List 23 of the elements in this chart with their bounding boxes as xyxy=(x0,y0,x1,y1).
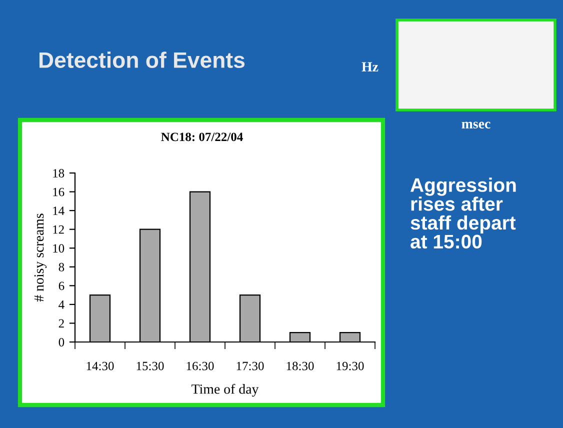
y-tick-label: 2 xyxy=(58,319,64,328)
y-tick-label: 6 xyxy=(58,282,64,290)
y-axis-title: # noisy screams xyxy=(34,214,47,302)
x-tick-label: 15:30 xyxy=(136,362,164,370)
text: msec xyxy=(462,122,490,128)
y-tick-label: 12 xyxy=(53,225,64,234)
x-tick-label: 18:30 xyxy=(286,362,314,370)
y-tick-label: 18 xyxy=(53,169,64,178)
y-tick-label: 14 xyxy=(53,206,64,215)
y-tick-label: 10 xyxy=(53,244,64,253)
y-tick-label: 0 xyxy=(58,338,64,346)
y-tick-label: 4 xyxy=(58,300,64,309)
x-tick-label: 14:30 xyxy=(86,362,114,370)
y-tick-label: 8 xyxy=(58,262,64,272)
x-tick-label: 19:30 xyxy=(336,362,364,370)
text: Aggression rises after staff depart at 15:00 xyxy=(410,178,516,249)
chart-subtitle: NC18: 07/22/04 xyxy=(161,132,243,142)
x-tick-label: 17:30 xyxy=(236,362,264,370)
x-tick-label: 16:30 xyxy=(186,362,214,370)
chart-title: Detection of Events xyxy=(39,52,245,68)
y-tick-label: 16 xyxy=(53,188,64,196)
text: Hz xyxy=(362,62,378,72)
x-axis-title: Time of day xyxy=(192,384,259,397)
